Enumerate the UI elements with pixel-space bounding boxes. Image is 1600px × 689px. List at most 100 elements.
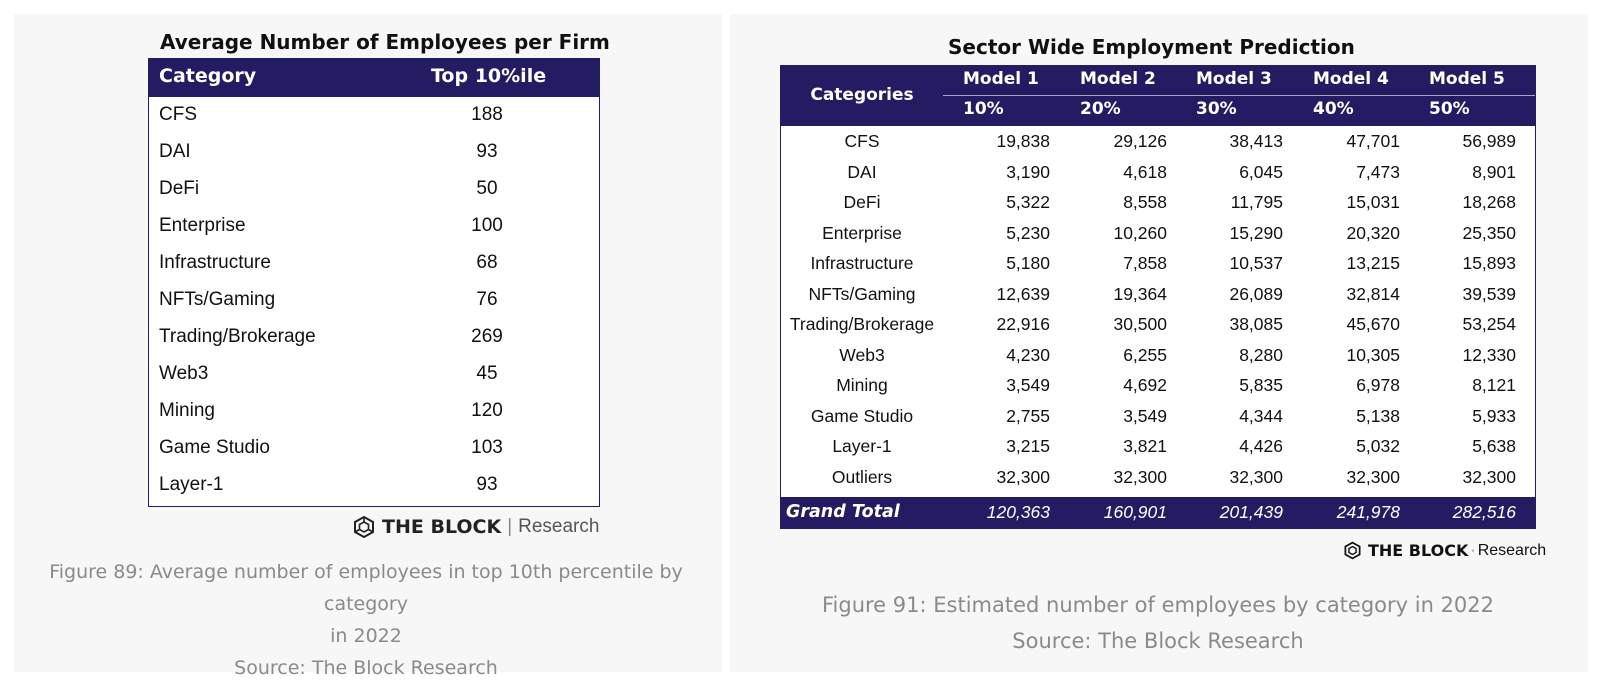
value-cell: 30,500 bbox=[1113, 314, 1167, 334]
value-cell: 47,701 bbox=[1346, 131, 1400, 151]
value-cell: 100 bbox=[471, 215, 503, 236]
table-row: DAI 93 bbox=[149, 134, 599, 171]
category-cell: Enterprise bbox=[822, 222, 902, 243]
value-cell: 3,821 bbox=[1123, 436, 1167, 456]
employees-per-firm-table: Category Top 10%ile CFS 188 DAI 93 DeFi 50 Ent… bbox=[148, 58, 600, 507]
categories-label: Categories bbox=[810, 85, 914, 105]
value-cell: 12,639 bbox=[996, 283, 1050, 304]
value-cell: 15,031 bbox=[1346, 192, 1400, 212]
logo-name: THE BLOCK bbox=[382, 516, 502, 538]
table-row: DAI 3,190 4,618 6,045 7,473 8,901 bbox=[781, 157, 1535, 188]
value-cell: 103 bbox=[471, 437, 503, 458]
value-cell: 6,255 bbox=[1123, 344, 1167, 365]
table-row: CFS 19,838 29,126 38,413 47,701 56,989 bbox=[781, 126, 1535, 157]
logo-separator: · bbox=[1470, 541, 1476, 559]
table-row: Mining 120 bbox=[149, 393, 599, 430]
value-cell: 4,692 bbox=[1123, 375, 1167, 395]
table-row: Game Studio 103 bbox=[149, 430, 599, 467]
column-header-percentage: 40% bbox=[1313, 99, 1354, 119]
value-cell: 13,215 bbox=[1346, 253, 1400, 273]
value-cell: 3,215 bbox=[1006, 436, 1050, 456]
value-cell: 56,989 bbox=[1462, 131, 1516, 151]
category-cell: Game Studio bbox=[159, 437, 270, 458]
category-cell: Mining bbox=[836, 375, 888, 395]
table-row: NFTs/Gaming 76 bbox=[149, 282, 599, 319]
grand-total-label: Grand Total bbox=[786, 502, 900, 522]
caption-line: Figure 91: Estimated number of employees… bbox=[821, 593, 1495, 617]
left-table-title: Average Number of Employees per Firm bbox=[160, 30, 610, 54]
value-cell: 32,300 bbox=[1462, 466, 1516, 487]
value-cell: 53,254 bbox=[1462, 314, 1516, 334]
value-cell: 5,180 bbox=[1006, 253, 1050, 273]
category-cell: Enterprise bbox=[159, 215, 246, 236]
grand-total-value: 201,439 bbox=[1219, 502, 1283, 522]
value-cell: 6,978 bbox=[1356, 375, 1400, 395]
value-cell: 32,300 bbox=[996, 466, 1050, 487]
table-header-row: Category Top 10%ile bbox=[149, 59, 599, 97]
value-cell: 8,558 bbox=[1123, 192, 1167, 212]
caption-line: in 2022 bbox=[330, 625, 402, 647]
table-row: Web3 45 bbox=[149, 356, 599, 393]
category-cell: DeFi bbox=[843, 192, 881, 212]
value-cell: 3,549 bbox=[1123, 405, 1167, 426]
table-row: DeFi 50 bbox=[149, 171, 599, 208]
value-cell: 5,032 bbox=[1356, 436, 1400, 456]
table-row: Outliers 32,300 32,300 32,300 32,300 32,300 bbox=[781, 462, 1535, 493]
value-cell: 3,549 bbox=[1006, 375, 1050, 395]
value-cell: 12,330 bbox=[1462, 344, 1516, 365]
table-row: Game Studio 2,755 3,549 4,344 5,138 5,933 bbox=[781, 401, 1535, 432]
value-cell: 20,320 bbox=[1346, 222, 1400, 243]
category-cell: Infrastructure bbox=[159, 252, 271, 273]
category-cell: Layer-1 bbox=[159, 474, 224, 495]
category-cell: Layer-1 bbox=[832, 436, 892, 456]
category-cell: Mining bbox=[159, 400, 215, 421]
grand-total-value: 160,901 bbox=[1103, 502, 1167, 522]
left-brand-logo: THE BLOCK | Research bbox=[352, 515, 599, 539]
column-header-top-10: Top 10%ile bbox=[431, 65, 547, 87]
logo-research: Research bbox=[518, 516, 600, 537]
value-cell: 68 bbox=[476, 252, 498, 273]
value-cell: 4,618 bbox=[1123, 161, 1167, 182]
value-cell: 188 bbox=[471, 104, 503, 125]
grand-total-value: 282,516 bbox=[1452, 502, 1516, 522]
category-cell: CFS bbox=[844, 131, 880, 151]
value-cell: 19,364 bbox=[1113, 283, 1167, 304]
value-cell: 38,413 bbox=[1229, 131, 1283, 151]
value-cell: 15,290 bbox=[1229, 222, 1283, 243]
category-cell: Web3 bbox=[159, 363, 209, 384]
category-cell: DeFi bbox=[159, 178, 200, 199]
grand-total-row: Grand Total 120,363 160,901 201,439 241,978 2… bbox=[781, 497, 1535, 528]
hexagon-cube-icon bbox=[1344, 541, 1361, 560]
category-cell: DAI bbox=[159, 141, 191, 162]
hexagon-cube-icon bbox=[354, 515, 374, 539]
column-header-percentage: 30% bbox=[1196, 99, 1237, 119]
category-cell: NFTs/Gaming bbox=[159, 289, 276, 310]
table-row: Infrastructure 68 bbox=[149, 245, 599, 282]
value-cell: 7,473 bbox=[1356, 161, 1400, 182]
right-figure-caption: Figure 91: Estimated number of employees… bbox=[780, 587, 1536, 659]
value-cell: 32,300 bbox=[1346, 466, 1400, 487]
value-cell: 5,138 bbox=[1356, 405, 1400, 426]
category-cell: DAI bbox=[847, 161, 877, 182]
grand-total-value: 241,978 bbox=[1336, 502, 1400, 522]
value-cell: 22,916 bbox=[996, 314, 1050, 334]
table-row: Trading/Brokerage 22,916 30,500 38,085 45,67… bbox=[781, 309, 1535, 340]
caption-source: Source: The Block Research bbox=[1012, 629, 1304, 653]
value-cell: 25,350 bbox=[1462, 222, 1516, 243]
table-header-percentages: 10% 20% 30% 40% 50% bbox=[781, 96, 1535, 126]
logo-name: THE BLOCK bbox=[1368, 541, 1469, 560]
value-cell: 45 bbox=[476, 363, 498, 384]
table-row: Trading/Brokerage 269 bbox=[149, 319, 599, 356]
column-header-percentage: 10% bbox=[963, 99, 1004, 119]
column-header-model: Model 4 bbox=[1313, 69, 1389, 89]
column-header-categories: Categories bbox=[781, 66, 943, 126]
category-cell: Trading/Brokerage bbox=[159, 326, 316, 347]
value-cell: 4,344 bbox=[1239, 405, 1283, 426]
value-cell: 50 bbox=[476, 178, 498, 199]
value-cell: 26,089 bbox=[1229, 283, 1283, 304]
value-cell: 10,305 bbox=[1346, 344, 1400, 365]
value-cell: 5,835 bbox=[1239, 375, 1283, 395]
value-cell: 6,045 bbox=[1239, 161, 1283, 182]
caption-line: Figure 89: Average number of employees i… bbox=[49, 561, 683, 615]
column-header-percentage: 20% bbox=[1080, 99, 1121, 119]
